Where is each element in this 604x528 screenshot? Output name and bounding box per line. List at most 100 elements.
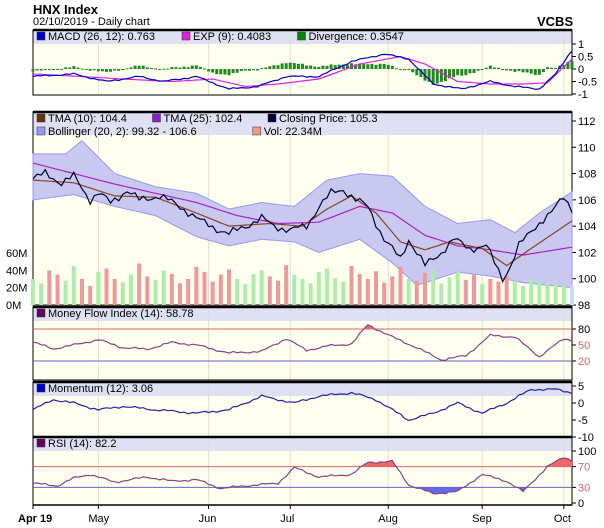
divergence-bar: [350, 63, 353, 69]
divergence-bar: [394, 68, 398, 70]
divergence-bar: [96, 69, 100, 72]
divergence-bar: [239, 69, 243, 72]
divergence-bar: [35, 69, 39, 71]
macd-ytick-label: -0.5: [578, 77, 597, 89]
divergence-bar: [137, 65, 141, 69]
divergence-bar: [452, 69, 456, 78]
momentum-legend-swatch: [36, 383, 46, 393]
volume-bar: [202, 272, 207, 305]
divergence-bar: [247, 69, 251, 71]
macd-legend-label: Divergence: 0.3547: [309, 31, 404, 43]
price-legend-swatch: [152, 113, 161, 123]
divergence-bar: [403, 69, 407, 71]
divergence-bar: [47, 69, 51, 71]
rsi-legend-label: RSI (14): 82.2: [48, 438, 116, 450]
divergence-bar: [149, 68, 153, 70]
divergence-bar: [333, 65, 337, 69]
volume-bar: [561, 285, 566, 305]
divergence-bar: [431, 69, 435, 85]
divergence-bar: [288, 62, 292, 69]
divergence-bar: [513, 69, 517, 72]
mfi-legend-bg: [33, 307, 572, 321]
rsi-legend-bg: [33, 437, 572, 451]
divergence-bar: [186, 67, 190, 69]
divergence-bar: [203, 68, 206, 70]
macd-legend-swatch: [297, 31, 306, 41]
price-legend-label: TMA (10): 104.4: [48, 113, 127, 125]
divergence-bar: [374, 64, 378, 69]
divergence-bar: [56, 69, 59, 70]
volume-bar: [31, 279, 35, 305]
divergence-bar: [194, 65, 198, 69]
volume-bar: [292, 274, 297, 305]
brand-label: VCBS: [537, 14, 574, 29]
volume-bar: [88, 285, 93, 305]
divergence-bar: [166, 68, 170, 70]
momentum-ytick-label: -10: [578, 432, 594, 444]
volume-bar: [529, 279, 534, 305]
macd-ytick-label: 1: [578, 39, 584, 51]
volume-bar: [463, 279, 468, 305]
divergence-bar: [264, 67, 268, 69]
divergence-bar: [76, 67, 80, 69]
divergence-bar: [80, 68, 84, 70]
volume-bar: [431, 269, 436, 305]
x-tick-label: Aug: [378, 513, 398, 525]
divergence-bar: [145, 67, 149, 69]
volume-bar: [251, 273, 256, 305]
divergence-bar: [484, 67, 488, 69]
divergence-bar: [521, 69, 525, 73]
momentum-legend-bg: [33, 382, 572, 396]
x-tick-label: Oct: [554, 513, 571, 525]
divergence-bar: [464, 69, 468, 76]
divergence-bar: [182, 66, 186, 69]
divergence-bar: [366, 64, 370, 69]
divergence-bar: [84, 69, 88, 70]
volume-bar: [276, 280, 280, 305]
divergence-bar: [345, 64, 349, 69]
divergence-bar: [501, 69, 505, 70]
volume-bar: [414, 280, 419, 305]
divergence-bar: [133, 65, 137, 69]
volume-bar: [316, 272, 321, 305]
divergence-bar: [235, 69, 239, 73]
volume-bar: [300, 279, 305, 305]
divergence-bar: [256, 69, 260, 71]
x-tick-label: Sep: [472, 513, 492, 525]
divergence-bar: [272, 65, 276, 69]
volume-tick-label: 20M: [6, 283, 27, 295]
price-ytick-label: 110: [578, 142, 596, 154]
volume-bar: [570, 285, 574, 305]
volume-bar: [178, 283, 182, 305]
divergence-bar: [325, 65, 329, 69]
price-ytick-label: 104: [578, 221, 596, 233]
price-legend-label: Vol: 22.34M: [264, 126, 322, 138]
divergence-bar: [88, 69, 92, 71]
volume-tick-label: 40M: [6, 265, 27, 277]
volume-bar: [169, 273, 174, 305]
divergence-bar: [378, 63, 382, 69]
volume-bar: [521, 285, 525, 305]
divergence-bar: [301, 63, 304, 69]
divergence-bar: [370, 63, 374, 69]
divergence-bar: [472, 69, 476, 74]
divergence-bar: [198, 66, 202, 69]
volume-bar: [267, 276, 272, 305]
divergence-bar: [354, 64, 358, 69]
volume-bar: [308, 283, 313, 305]
divergence-bar: [260, 68, 264, 70]
divergence-bar: [162, 68, 166, 70]
divergence-bar: [117, 69, 121, 71]
macd-legend-swatch: [36, 31, 46, 41]
divergence-bar: [190, 65, 194, 69]
volume-bar: [374, 271, 378, 305]
volume-bar: [398, 266, 403, 305]
volume-bar: [210, 281, 215, 305]
volume-bar: [218, 274, 223, 305]
macd-legend-label: MACD (26, 12): 0.763: [48, 31, 155, 43]
divergence-bar: [390, 65, 394, 69]
macd-ytick-label: 0: [578, 64, 584, 76]
price-legend-bg: [33, 112, 572, 135]
volume-bar: [406, 279, 411, 305]
